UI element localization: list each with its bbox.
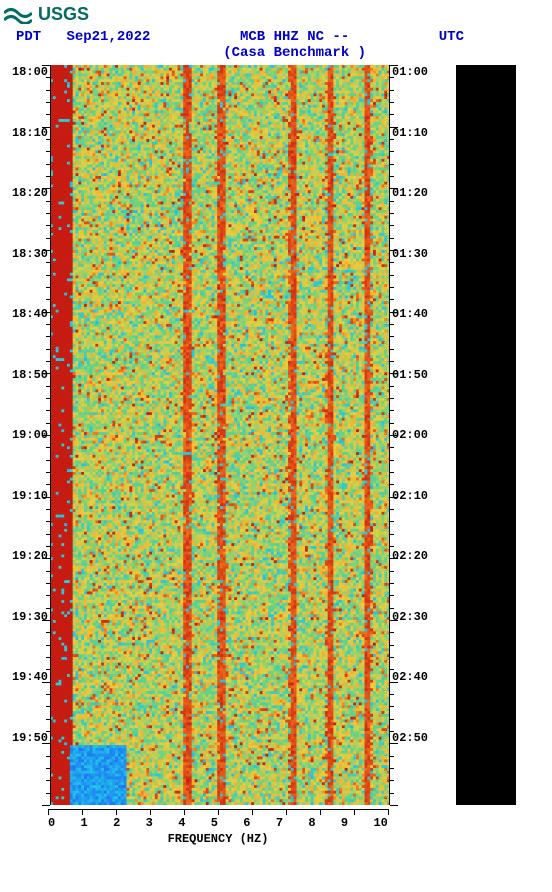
- x-tick-label: 4: [178, 816, 185, 830]
- x-tick-label: 10: [373, 816, 387, 830]
- y-right-label: 02:20: [392, 549, 436, 563]
- x-tick-label: 1: [81, 816, 88, 830]
- y-right-label: 02:30: [392, 610, 436, 624]
- wave-icon: [4, 6, 32, 24]
- y-right-label: 01:20: [392, 186, 436, 200]
- x-axis: 0 1 2 3 4 5 6 7 8 9 10 FREQUENCY (HZ): [48, 809, 388, 846]
- x-tick-label: 2: [113, 816, 120, 830]
- y-right-label: 02:40: [392, 670, 436, 684]
- station-id: MCB HHZ NC --: [223, 29, 366, 45]
- x-axis-line: [48, 809, 388, 816]
- header-left: PDT Sep21,2022: [16, 29, 150, 61]
- x-tick-label: 6: [243, 816, 250, 830]
- chart-header: PDT Sep21,2022 MCB HHZ NC -- (Casa Bench…: [4, 29, 548, 61]
- x-tick-label: 5: [211, 816, 218, 830]
- x-tick-label: 8: [308, 816, 315, 830]
- y-right-label: 01:30: [392, 247, 436, 261]
- x-tick-label: 0: [48, 816, 55, 830]
- header-center: MCB HHZ NC -- (Casa Benchmark ): [223, 29, 366, 61]
- y-right-label: 02:50: [392, 731, 436, 745]
- tz-left: PDT: [16, 29, 41, 45]
- y-right-label: 01:10: [392, 126, 436, 140]
- tick-bar-right: [389, 65, 398, 805]
- y-right-label: 02:10: [392, 489, 436, 503]
- x-tick-label: 7: [276, 816, 283, 830]
- x-axis-labels: 0 1 2 3 4 5 6 7 8 9 10: [48, 816, 388, 830]
- x-tick-label: 9: [341, 816, 348, 830]
- spectrogram-panel: [50, 65, 390, 805]
- x-tick-label: 3: [146, 816, 153, 830]
- header-date: Sep21,2022: [66, 29, 150, 45]
- y-right-label: 02:00: [392, 428, 436, 442]
- y-right-label: 01:50: [392, 368, 436, 382]
- tz-right: UTC: [439, 29, 464, 61]
- station-name: (Casa Benchmark ): [223, 45, 366, 61]
- logo-text: USGS: [38, 4, 89, 25]
- x-axis-title: FREQUENCY (HZ): [48, 832, 388, 846]
- y-right-label: 01:40: [392, 307, 436, 321]
- spectrogram-canvas: [50, 65, 390, 805]
- tick-bar-left: [42, 65, 51, 805]
- y-right-label: 01:00: [392, 65, 436, 79]
- colorbar-panel: [456, 65, 516, 805]
- usgs-logo: USGS: [4, 4, 548, 25]
